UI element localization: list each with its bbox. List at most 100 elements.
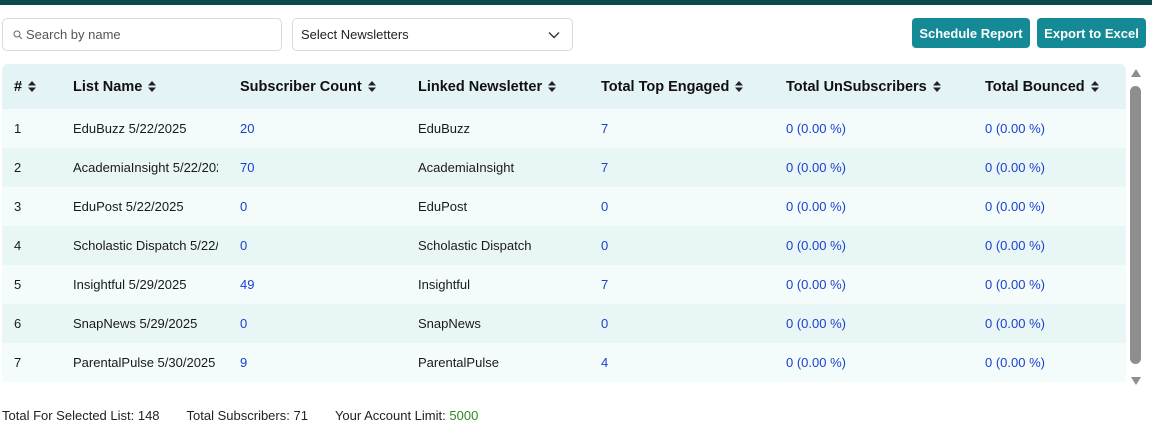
- table-row[interactable]: 7 ParentalPulse 5/30/2025 9 ParentalPulse 4 0…: [2, 343, 1126, 382]
- cell-linked-newsletter: EduBuzz: [418, 121, 471, 136]
- header-label: List Name: [73, 78, 143, 95]
- cell-total-unsubscribers[interactable]: 0 (0.00 %): [786, 160, 846, 175]
- cell-total-top-engaged[interactable]: 4: [601, 355, 609, 370]
- cell-total-top-engaged[interactable]: 7: [601, 121, 609, 136]
- cell-total-bounced[interactable]: 0 (0.00 %): [985, 355, 1045, 370]
- cell-index: 4: [14, 238, 22, 253]
- cell-total-unsubscribers[interactable]: 0 (0.00 %): [786, 199, 846, 214]
- cell-total-bounced[interactable]: 0 (0.00 %): [985, 160, 1045, 175]
- cell-total-unsubscribers[interactable]: 0 (0.00 %): [786, 238, 846, 253]
- cell-total-unsubscribers[interactable]: 0 (0.00 %): [786, 316, 846, 331]
- account-limit-value: 5000: [449, 408, 479, 423]
- list-name-text: Insightful 5/29/2025: [73, 277, 187, 292]
- scroll-up-arrow-icon[interactable]: [1130, 66, 1142, 78]
- header-index[interactable]: #: [14, 64, 37, 109]
- header-label: #: [14, 78, 23, 95]
- newsletter-select[interactable]: Select Newsletters: [292, 18, 573, 51]
- cell-index: 7: [14, 355, 22, 370]
- cell-list-name: EduBuzz 5/22/2025: [73, 109, 218, 148]
- cell-list-name: AcademiaInsight 5/22/2025: [73, 148, 218, 187]
- cell-subscriber-count[interactable]: 0: [240, 238, 248, 253]
- header-label: Subscriber Count: [240, 78, 362, 95]
- cell-total-top-engaged[interactable]: 0: [601, 199, 609, 214]
- cell-linked-newsletter: AcademiaInsight: [418, 160, 515, 175]
- search-box[interactable]: [2, 18, 282, 51]
- total-subscribers: Total Subscribers: 71: [186, 408, 308, 423]
- sort-icon[interactable]: [28, 81, 37, 92]
- list-name-text: AcademiaInsight 5/22/2025: [73, 160, 218, 175]
- top-bar: [0, 0, 1152, 5]
- cell-total-top-engaged[interactable]: 7: [601, 160, 609, 175]
- cell-list-name: SnapNews 5/29/2025: [73, 304, 218, 343]
- account-limit-label: Your Account Limit:: [334, 408, 446, 423]
- list-name-text: ParentalPulse 5/30/2025: [73, 355, 216, 370]
- table-row[interactable]: 5 Insightful 5/29/2025 49 Insightful 7 0 (0.0…: [2, 265, 1126, 304]
- cell-total-unsubscribers[interactable]: 0 (0.00 %): [786, 355, 846, 370]
- cell-linked-newsletter: ParentalPulse: [418, 355, 499, 370]
- export-to-excel-button[interactable]: Export to Excel: [1037, 18, 1146, 48]
- header-label: Total Top Engaged: [601, 78, 730, 95]
- list-name-text: SnapNews 5/29/2025: [73, 316, 198, 331]
- cell-subscriber-count[interactable]: 20: [240, 121, 255, 136]
- sort-icon[interactable]: [932, 81, 941, 92]
- cell-total-unsubscribers[interactable]: 0 (0.00 %): [786, 121, 846, 136]
- scroll-down-arrow-icon[interactable]: [1130, 374, 1142, 386]
- table-row[interactable]: 2 AcademiaInsight 5/22/2025 70 AcademiaInsi…: [2, 148, 1126, 187]
- table-row[interactable]: 3 EduPost 5/22/2025 0 EduPost 0 0 (0.00 %) 0 (…: [2, 187, 1126, 226]
- scrollbar-thumb[interactable]: [1130, 86, 1141, 364]
- cell-subscriber-count[interactable]: 49: [240, 277, 255, 292]
- cell-total-top-engaged[interactable]: 7: [601, 277, 609, 292]
- header-total-unsubscribers[interactable]: Total UnSubscribers: [786, 64, 941, 109]
- chevron-down-icon: [548, 31, 560, 39]
- search-input[interactable]: [26, 27, 266, 42]
- header-subscriber-count[interactable]: Subscriber Count: [240, 64, 376, 109]
- header-label: Total Bounced: [985, 78, 1085, 95]
- cell-linked-newsletter: Insightful: [418, 277, 471, 292]
- cell-total-bounced[interactable]: 0 (0.00 %): [985, 277, 1045, 292]
- header-list-name[interactable]: List Name: [73, 64, 218, 109]
- cell-subscriber-count[interactable]: 0: [240, 316, 248, 331]
- schedule-report-button[interactable]: Schedule Report: [912, 18, 1030, 48]
- header-total-bounced[interactable]: Total Bounced: [985, 64, 1099, 109]
- header-linked-newsletter[interactable]: Linked Newsletter: [418, 64, 557, 109]
- cell-index: 1: [14, 121, 22, 136]
- cell-index: 3: [14, 199, 22, 214]
- cell-list-name: Insightful 5/29/2025: [73, 265, 218, 304]
- cell-total-bounced[interactable]: 0 (0.00 %): [985, 316, 1045, 331]
- cell-linked-newsletter: SnapNews: [418, 316, 481, 331]
- sort-icon[interactable]: [735, 81, 744, 92]
- sort-icon[interactable]: [548, 81, 557, 92]
- cell-total-top-engaged[interactable]: 0: [601, 316, 609, 331]
- search-icon: [13, 30, 23, 40]
- footer-totals: Total For Selected List: 148 Total Subsc…: [2, 408, 505, 423]
- cell-list-name: Scholastic Dispatch 5/22/2025: [73, 226, 218, 265]
- header-total-top-engaged[interactable]: Total Top Engaged: [601, 64, 744, 109]
- cell-subscriber-count[interactable]: 0: [240, 199, 248, 214]
- list-name-text: Scholastic Dispatch 5/22/2025: [73, 238, 218, 253]
- header-label: Total UnSubscribers: [786, 78, 927, 95]
- cell-total-unsubscribers[interactable]: 0 (0.00 %): [786, 277, 846, 292]
- sort-icon[interactable]: [1090, 81, 1099, 92]
- cell-list-name: ParentalPulse 5/30/2025: [73, 343, 218, 382]
- header-label: Linked Newsletter: [418, 78, 543, 95]
- cell-subscriber-count[interactable]: 9: [240, 355, 248, 370]
- cell-total-bounced[interactable]: 0 (0.00 %): [985, 199, 1045, 214]
- cell-index: 6: [14, 316, 22, 331]
- cell-index: 5: [14, 277, 22, 292]
- cell-linked-newsletter: EduPost: [418, 199, 468, 214]
- table-header: # List Name Subscriber Count Linked Newslet…: [2, 64, 1126, 109]
- table-row[interactable]: 1 EduBuzz 5/22/2025 20 EduBuzz 7 0 (0.00 %) 0 …: [2, 109, 1126, 148]
- cell-list-name: EduPost 5/22/2025: [73, 187, 218, 226]
- list-name-text: EduBuzz 5/22/2025: [73, 121, 187, 136]
- table-row[interactable]: 4 Scholastic Dispatch 5/22/2025 0 Scholasti…: [2, 226, 1126, 265]
- table-row[interactable]: 6 SnapNews 5/29/2025 0 SnapNews 0 0 (0.00 %) 0…: [2, 304, 1126, 343]
- newsletter-select-value: Select Newsletters: [301, 27, 409, 42]
- cell-total-bounced[interactable]: 0 (0.00 %): [985, 121, 1045, 136]
- cell-total-bounced[interactable]: 0 (0.00 %): [985, 238, 1045, 253]
- cell-subscriber-count[interactable]: 70: [240, 160, 255, 175]
- cell-total-top-engaged[interactable]: 0: [601, 238, 609, 253]
- vertical-scrollbar[interactable]: [1129, 66, 1143, 386]
- sort-icon[interactable]: [367, 81, 376, 92]
- cell-index: 2: [14, 160, 22, 175]
- sort-icon[interactable]: [148, 81, 157, 92]
